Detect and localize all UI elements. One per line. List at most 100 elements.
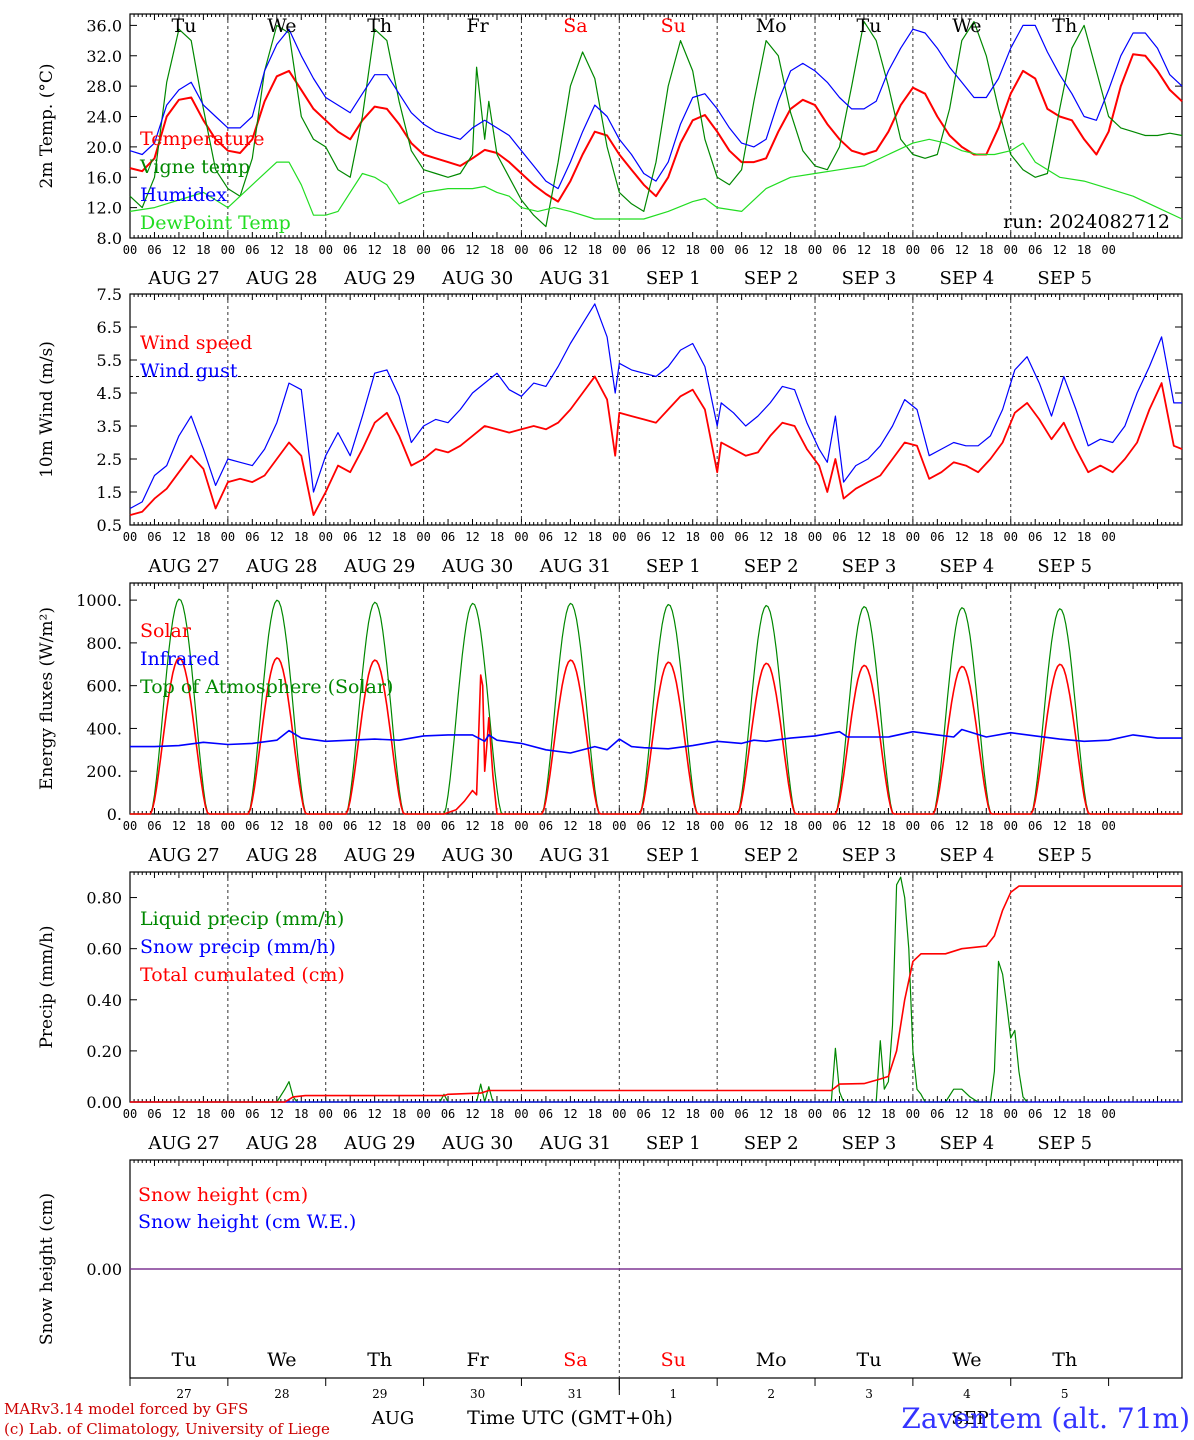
- panel4-hour-label: 12: [270, 1107, 284, 1121]
- panel4-ytick-label: 0.00: [86, 1093, 122, 1112]
- panel3-hour-label: 12: [563, 819, 577, 833]
- panel3-ylabel: Energy fluxes (W/m²): [37, 607, 57, 790]
- footer-credit-lab: (c) Lab. of Climatology, University of L…: [4, 1420, 330, 1438]
- panel2-legend-entry: Wind gust: [140, 360, 238, 382]
- panel2-ytick-label: 4.5: [97, 384, 122, 403]
- panel4-date-label: AUG 30: [441, 1133, 513, 1154]
- panel3-hour-label: 06: [832, 819, 846, 833]
- panel1-hour-label: 12: [563, 243, 577, 257]
- panel3-hour-label: 00: [221, 819, 235, 833]
- run-label: run: 2024082712: [1003, 211, 1170, 233]
- panel1-date-label: SEP 3: [842, 268, 897, 289]
- panel4-ytick-label: 0.40: [86, 991, 122, 1010]
- panel1-hour-label: 06: [832, 243, 846, 257]
- panel1-ytick-label: 12.0: [86, 199, 122, 218]
- panel1-legend-entry: DewPoint Temp: [140, 212, 291, 234]
- panel4-hour-label: 12: [367, 1107, 381, 1121]
- weekday-label-bottom: Th: [367, 1349, 392, 1371]
- panel2-hour-label: 00: [1101, 530, 1115, 544]
- panel1-hour-label: 12: [270, 243, 284, 257]
- panel4-date-label: AUG 28: [245, 1133, 317, 1154]
- panel3-hour-label: 06: [930, 819, 944, 833]
- weekday-label-bottom: We: [952, 1349, 981, 1371]
- panel1-date-label: AUG 27: [147, 268, 219, 289]
- panel4-hour-label: 12: [563, 1107, 577, 1121]
- panel4-hour-label: 00: [710, 1107, 724, 1121]
- panel2-hour-label: 06: [441, 530, 455, 544]
- panel3-hour-label: 06: [147, 819, 161, 833]
- day-number-label: 29: [372, 1387, 387, 1401]
- weekday-label-top: Tu: [857, 15, 882, 37]
- day-number-label: 2: [767, 1387, 775, 1401]
- panel3-hour-label: 18: [1077, 819, 1091, 833]
- panel1-date-label: SEP 4: [940, 268, 995, 289]
- panel4-hour-label: 06: [441, 1107, 455, 1121]
- panel1-hour-label: 00: [1004, 243, 1018, 257]
- panel2-hour-label: 18: [1077, 530, 1091, 544]
- panel4-hour-label: 18: [685, 1107, 699, 1121]
- panel2-ytick-label: 3.5: [97, 417, 122, 436]
- panel2-ytick-label: 2.5: [97, 450, 122, 469]
- panel2-hour-label: 18: [881, 530, 895, 544]
- panel3-hour-label: 06: [343, 819, 357, 833]
- panel2-ytick-label: 5.5: [97, 351, 122, 370]
- panel2-frame: [129, 293, 1183, 526]
- panel3-hour-label: 00: [808, 819, 822, 833]
- panel4-hour-label: 00: [612, 1107, 626, 1121]
- panel4-hour-label: 06: [343, 1107, 357, 1121]
- panel3-hour-label: 18: [979, 819, 993, 833]
- panel1-hour-label: 06: [441, 243, 455, 257]
- panel4-hour-label: 00: [123, 1107, 137, 1121]
- panel2-hour-label: 18: [196, 530, 210, 544]
- panel4-ytick-label: 0.60: [86, 940, 122, 959]
- panel3-hour-label: 12: [172, 819, 186, 833]
- panel2-hour-label: 18: [588, 530, 602, 544]
- panel2-date-label: SEP 2: [744, 556, 799, 577]
- panel3-date-label: SEP 3: [842, 845, 897, 866]
- panel1-hour-label: 12: [955, 243, 969, 257]
- panel1-hour-label: 18: [196, 243, 210, 257]
- panel1-hour-label: 06: [930, 243, 944, 257]
- panel4-series-liquid-precip-mm-h-: [130, 876, 1028, 1103]
- panel4-hour-label: 06: [147, 1107, 161, 1121]
- panel2-date-label: AUG 31: [539, 556, 611, 577]
- weekday-label-top: Su: [661, 15, 686, 37]
- panel2-hour-label: 12: [172, 530, 186, 544]
- panel2-hour-label: 06: [147, 530, 161, 544]
- panel2-date-label: AUG 28: [245, 556, 317, 577]
- panel3-hour-label: 00: [906, 819, 920, 833]
- panel1-hour-label: 00: [808, 243, 822, 257]
- panel4-legend-entry: Snow precip (mm/h): [140, 936, 336, 958]
- panel4-hour-label: 00: [1004, 1107, 1018, 1121]
- panel2-hour-label: 12: [857, 530, 871, 544]
- footer-credit-model: MARv3.14 model forced by GFS: [4, 1400, 248, 1418]
- panel1-hour-label: 06: [343, 243, 357, 257]
- panel2-date-label: AUG 29: [343, 556, 415, 577]
- panel3-hour-label: 00: [1101, 819, 1115, 833]
- footer-month-sep: SEP: [951, 1408, 989, 1429]
- panel4-hour-label: 18: [783, 1107, 797, 1121]
- weekday-label-top: Sa: [563, 15, 587, 37]
- panel2-hour-label: 18: [783, 530, 797, 544]
- panel3-ytick-label: 0.: [107, 805, 122, 824]
- panel5-ylabel: Snow height (cm): [37, 1193, 57, 1345]
- panel1-hour-label: 00: [1101, 243, 1115, 257]
- panel3-date-label: SEP 5: [1037, 845, 1092, 866]
- panel3-hour-label: 00: [318, 819, 332, 833]
- panel2-hour-label: 00: [318, 530, 332, 544]
- panel2-ytick-label: 0.5: [97, 516, 122, 535]
- panel4-hour-label: 12: [465, 1107, 479, 1121]
- day-number-label: 4: [963, 1387, 971, 1401]
- panel1-series-humidex: [129, 24, 1183, 190]
- panel1-hour-label: 18: [392, 243, 406, 257]
- panel1-hour-label: 12: [172, 243, 186, 257]
- panel3-hour-label: 18: [294, 819, 308, 833]
- panel2-hour-label: 00: [514, 530, 528, 544]
- panel4-hour-label: 06: [539, 1107, 553, 1121]
- panel3-hour-label: 18: [588, 819, 602, 833]
- panel4-hour-label: 12: [759, 1107, 773, 1121]
- panel4-hour-label: 00: [906, 1107, 920, 1121]
- panel2-hour-label: 00: [710, 530, 724, 544]
- panel3-hour-label: 12: [955, 819, 969, 833]
